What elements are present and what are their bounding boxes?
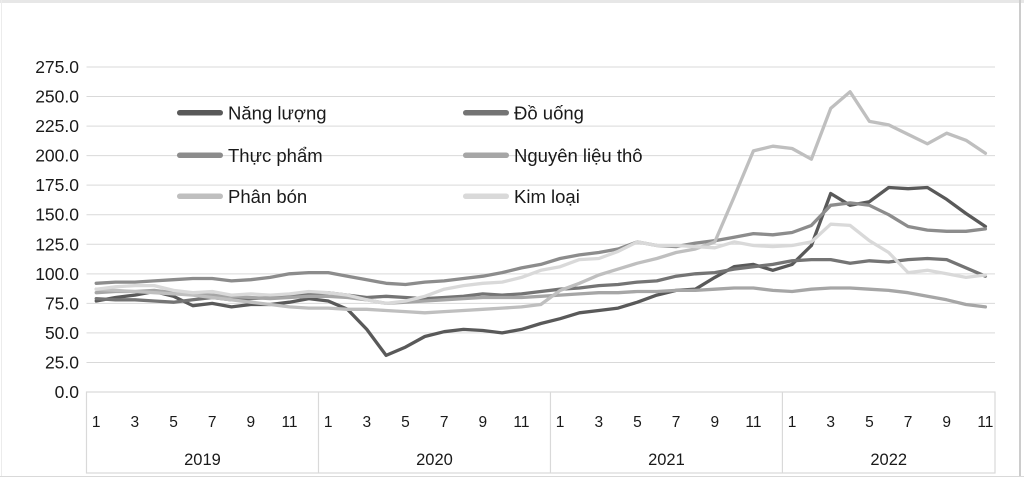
y-axis-tick-label: 250.0 [35, 87, 79, 107]
x-axis-month-label: 11 [513, 414, 529, 431]
x-axis-year-label: 2019 [184, 451, 221, 469]
x-axis-month-label: 1 [92, 414, 101, 431]
x-axis-month-label: 3 [594, 414, 603, 431]
chart-frame-top-border [0, 0, 1024, 3]
y-axis-tick-label: 125.0 [35, 234, 79, 254]
legend-swatch-1 [177, 152, 223, 158]
x-axis-month-label: 7 [672, 414, 681, 431]
legend-label: Nguyên liệu thô [514, 145, 643, 166]
y-axis-tick-label: 275.0 [35, 57, 79, 77]
x-axis-month-label: 11 [281, 414, 297, 431]
x-axis-year-label: 2022 [870, 451, 907, 469]
x-axis-month-label: 9 [247, 414, 256, 431]
x-axis-month-label: 11 [977, 414, 993, 431]
x-axis-month-label: 3 [826, 414, 835, 431]
x-axis-box [85, 391, 996, 474]
legend-label: Kim loại [514, 186, 580, 207]
x-axis-month-label: 5 [401, 414, 410, 431]
series-line-phân-bón [94, 90, 988, 315]
legend-label: Đồ uống [514, 103, 584, 124]
legend-swatch-2 [177, 193, 223, 199]
x-axis-month-label: 3 [131, 414, 140, 431]
x-axis-month-label: 11 [745, 414, 761, 431]
x-axis-month-label: 9 [478, 414, 487, 431]
x-axis-month-label: 5 [633, 414, 642, 431]
y-axis-tick-label: 25.0 [45, 352, 79, 372]
legend-swatch-4 [463, 152, 509, 158]
x-axis-month-label: 9 [942, 414, 951, 431]
x-axis-month-label: 7 [208, 414, 217, 431]
x-axis-month-label: 7 [440, 414, 449, 431]
legend-swatch-3 [463, 110, 509, 116]
x-axis-month-label: 9 [710, 414, 719, 431]
x-axis-month-label: 3 [363, 414, 372, 431]
y-axis-tick-label: 225.0 [35, 116, 79, 136]
y-axis-tick-label: 150.0 [35, 205, 79, 225]
x-axis-month-label: 1 [556, 414, 565, 431]
y-axis-tick-label: 50.0 [45, 323, 79, 343]
x-axis-month-label: 1 [788, 414, 797, 431]
x-axis-month-label: 7 [904, 414, 913, 431]
series-line-kim-loại [94, 222, 988, 306]
y-axis-tick-label: 200.0 [35, 146, 79, 166]
y-axis-tick-label: 0.0 [55, 382, 80, 402]
chart-frame-right-border [1019, 0, 1021, 477]
series-line-năng-lượng [94, 185, 988, 358]
x-axis-year-label: 2020 [416, 451, 453, 469]
legend-swatch-5 [463, 193, 509, 199]
y-axis-tick-label: 75.0 [45, 293, 79, 313]
x-axis-month-label: 5 [865, 414, 874, 431]
series-line-đồ-uống [94, 256, 988, 304]
legend-swatch-0 [177, 110, 223, 116]
y-axis-tick-label: 175.0 [35, 175, 79, 195]
series-line-thực-phẩm [94, 201, 988, 287]
x-axis-month-label: 5 [169, 414, 178, 431]
chart-frame-left-border [1, 0, 2, 477]
legend-label: Phân bón [228, 186, 307, 207]
legend-label: Thực phẩm [228, 145, 323, 166]
legend-label: Năng lượng [228, 103, 327, 124]
series-line-nguyên-liệu-thô [94, 286, 988, 309]
x-axis-year-label: 2021 [648, 451, 685, 469]
y-axis-tick-label: 100.0 [35, 264, 79, 284]
x-axis-month-label: 1 [324, 414, 333, 431]
